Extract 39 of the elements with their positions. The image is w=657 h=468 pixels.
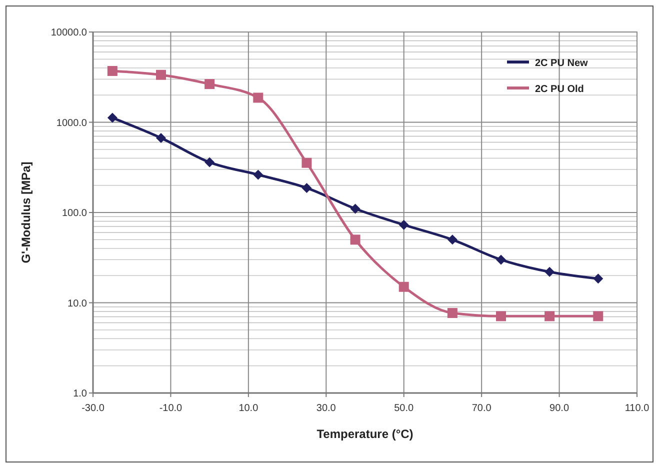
y-tick-label: 100.0 xyxy=(62,208,88,219)
y-axis-title: G'-Modulus [MPa] xyxy=(19,162,33,264)
y-tick-label: 1000.0 xyxy=(56,118,88,129)
point xyxy=(496,254,506,265)
point xyxy=(156,70,166,80)
x-tick-label: -10.0 xyxy=(159,403,183,414)
point xyxy=(447,234,458,245)
point xyxy=(593,274,604,284)
y-tick-label: 10.0 xyxy=(68,298,88,310)
x-axis-title: Temperature (°C) xyxy=(316,427,414,441)
y-tick-label: 10000.0 xyxy=(50,28,88,38)
y-tick-label: 1.0 xyxy=(73,388,88,400)
x-tick-label: 90.0 xyxy=(550,403,570,414)
x-tick-label: 50.0 xyxy=(394,403,414,414)
point xyxy=(398,282,409,292)
point xyxy=(496,311,506,322)
point xyxy=(544,266,555,277)
point xyxy=(302,158,312,168)
point xyxy=(398,220,409,230)
x-tick-label: 10.0 xyxy=(238,403,259,414)
legend-label: 2C PU New xyxy=(535,58,588,69)
point xyxy=(544,311,555,322)
point xyxy=(447,308,458,318)
point xyxy=(204,79,215,90)
point xyxy=(204,157,215,168)
legend-label: 2C PU Old xyxy=(535,84,584,95)
point xyxy=(107,66,118,76)
x-tick-label: 70.0 xyxy=(472,403,492,414)
point xyxy=(107,112,118,123)
point xyxy=(302,182,312,193)
point xyxy=(253,170,264,180)
point xyxy=(156,132,166,143)
point xyxy=(350,204,360,214)
x-tick-label: -30.0 xyxy=(82,403,105,414)
x-tick-label: 110.0 xyxy=(624,403,650,414)
point xyxy=(593,311,604,322)
point xyxy=(350,234,360,245)
x-tick-label: 30.0 xyxy=(316,403,336,414)
point xyxy=(253,92,264,103)
